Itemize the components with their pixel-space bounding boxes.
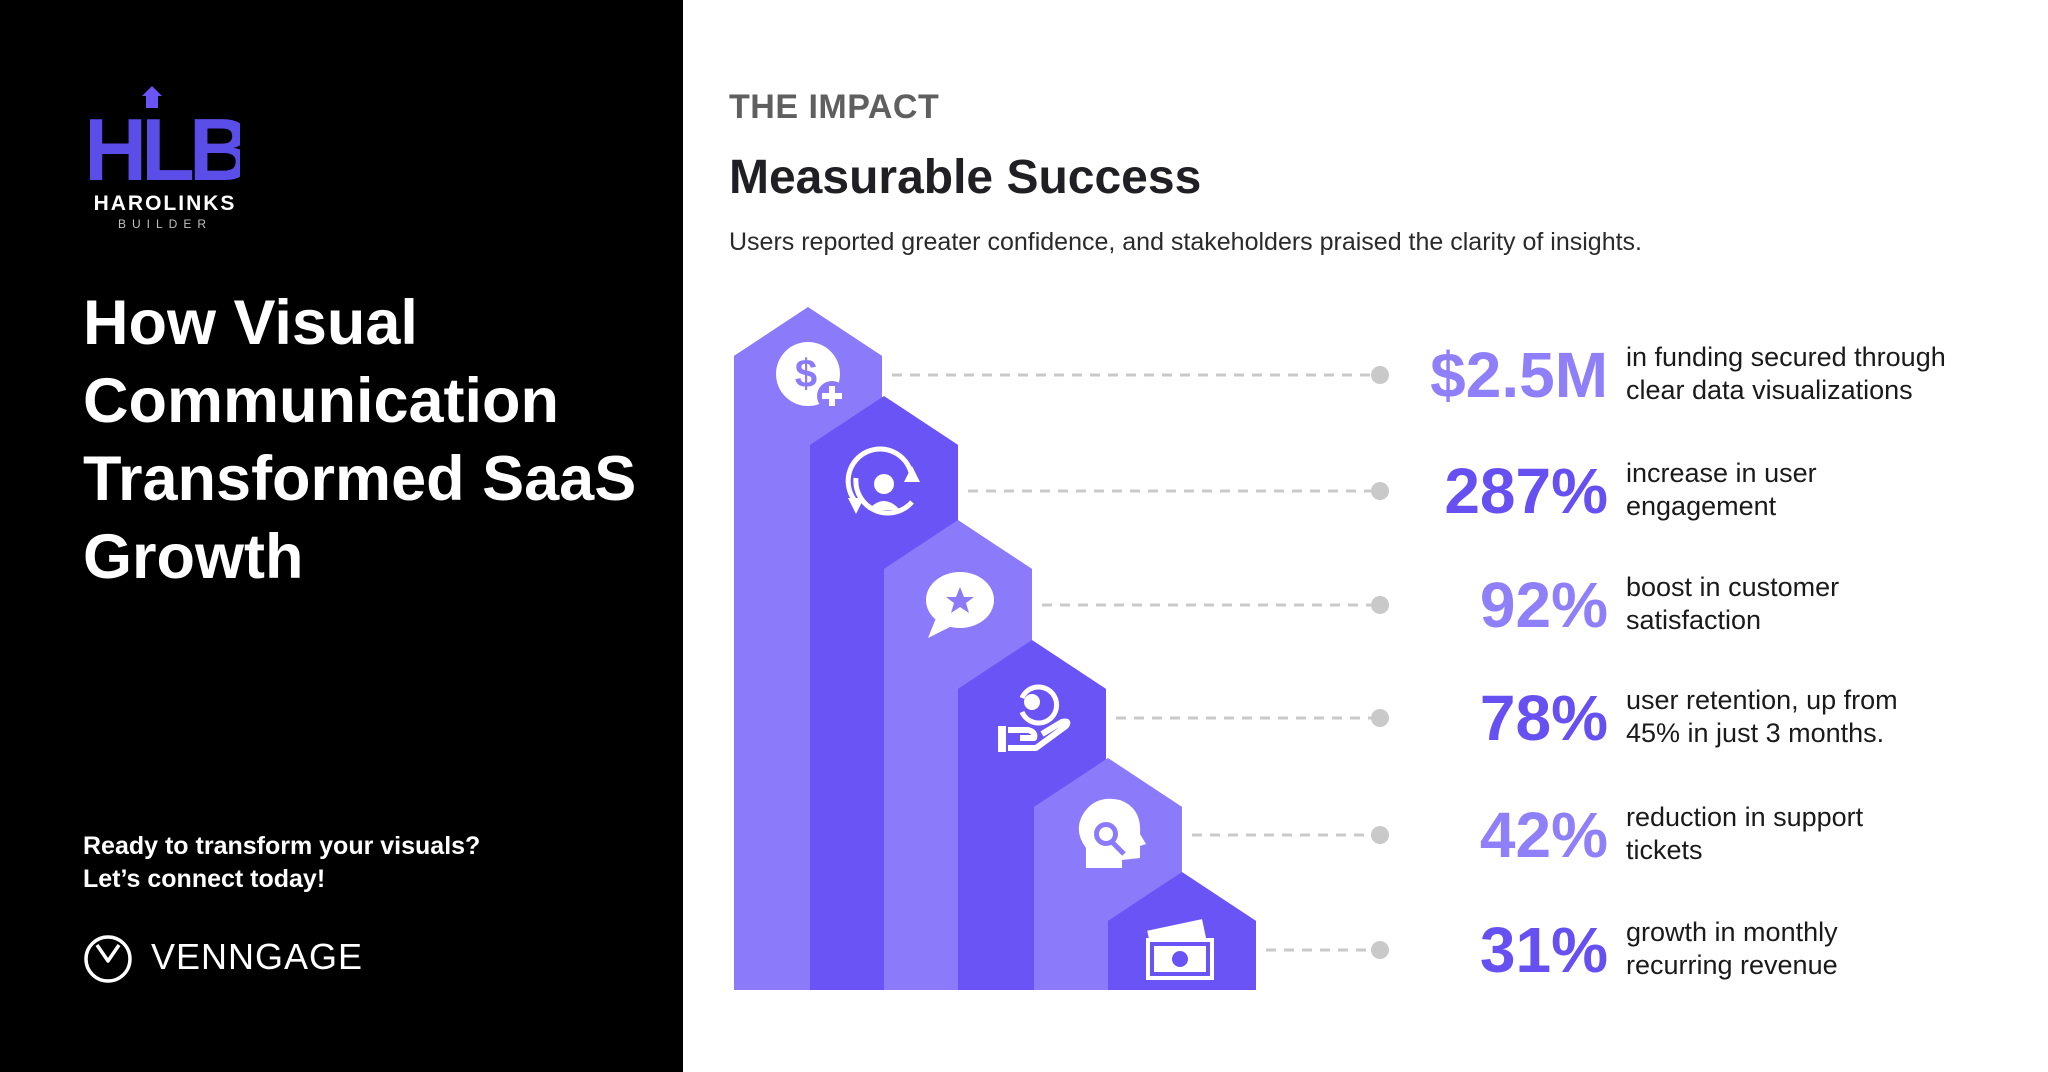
stat-description-line-2: clear data visualizations — [1626, 375, 1913, 405]
call-to-action: Ready to transform your visuals? Let’s c… — [83, 830, 643, 896]
logo-mark-text: HLB — [90, 100, 240, 192]
section-eyebrow: THE IMPACT — [729, 88, 940, 126]
stat-value: 31% — [1479, 914, 1608, 986]
stat-description: boost in customer satisfaction — [1626, 571, 2000, 637]
harolinks-builder-logo: HLB HAROLINKS BUILDER — [90, 82, 250, 242]
stat-row: 78% user retention, up from 45% in just 3 … — [1380, 673, 2000, 763]
cta-line-1: Ready to transform your visuals? — [83, 832, 481, 860]
stat-description-line-2: engagement — [1626, 491, 1777, 521]
stat-value: 287% — [1444, 455, 1608, 527]
money-bills-icon — [1146, 919, 1214, 980]
connector-dot-2 — [1371, 482, 1389, 500]
stat-description-line-2: 45% in just 3 months. — [1626, 718, 1885, 748]
venngage-brand[interactable]: VENNGAGE — [83, 930, 403, 986]
head-headset-support-icon — [1078, 798, 1146, 868]
venngage-logo-icon — [84, 935, 132, 983]
stat-value: 42% — [1479, 799, 1608, 871]
stat-description-line-1: user retention, up from — [1626, 685, 1898, 715]
stat-row: 287% increase in user engagement — [1380, 446, 2000, 536]
stat-description: increase in user engagement — [1626, 457, 2000, 523]
stat-description-line-1: boost in customer — [1626, 572, 1840, 602]
connector-dot-5 — [1371, 826, 1389, 844]
headline: How Visual Communication Transformed Saa… — [83, 288, 637, 592]
page-subtitle: Users reported greater confidence, and s… — [729, 228, 1642, 256]
connector-dot-3 — [1371, 596, 1389, 614]
stat-description: user retention, up from 45% in just 3 mon… — [1626, 684, 2000, 750]
connector-dot-6 — [1371, 941, 1389, 959]
stat-description-line-2: tickets — [1626, 835, 1703, 865]
stat-description-line-1: increase in user — [1626, 458, 1817, 488]
stat-value: 78% — [1479, 682, 1608, 754]
stat-row: 31% growth in monthly recurring revenue — [1380, 905, 2000, 995]
stat-row: $2.5M in funding secured through clear dat… — [1380, 330, 2000, 420]
stat-description: growth in monthly recurring revenue — [1626, 916, 2000, 982]
stat-description: in funding secured through clear data vis… — [1626, 341, 2000, 407]
connector-dot-4 — [1371, 709, 1389, 727]
logo-name: HAROLINKS — [93, 192, 237, 215]
star-speech-bubble-icon — [926, 572, 994, 638]
svg-text:$: $ — [795, 352, 817, 396]
stat-description-line-2: satisfaction — [1626, 605, 1762, 635]
stat-description-line-1: reduction in support — [1626, 802, 1864, 832]
hlb-logo-mark-icon: HLB — [90, 86, 240, 192]
stat-value: $2.5M — [1430, 339, 1608, 411]
left-panel: HLB HAROLINKS BUILDER How Visual Communi… — [0, 0, 683, 1072]
user-refresh-icon — [845, 446, 920, 516]
venngage-brand-name: VENNGAGE — [151, 936, 364, 977]
stat-row: 42% reduction in support tickets — [1380, 790, 2000, 880]
page-title: Measurable Success — [729, 151, 1202, 204]
stat-description-line-1: in funding secured through — [1626, 342, 1946, 372]
logo-subname: BUILDER — [117, 217, 212, 231]
stat-row: 92% boost in customer satisfaction — [1380, 560, 2000, 650]
stat-value: 92% — [1479, 569, 1608, 641]
stat-description-line-1: growth in monthly — [1626, 917, 1838, 947]
cta-line-2: Let’s connect today! — [83, 865, 326, 893]
stat-description-line-2: recurring revenue — [1626, 950, 1838, 980]
dollar-plus-icon: $ — [776, 342, 847, 411]
connector-dot-1 — [1371, 366, 1389, 384]
stat-description: reduction in support tickets — [1626, 801, 2000, 867]
